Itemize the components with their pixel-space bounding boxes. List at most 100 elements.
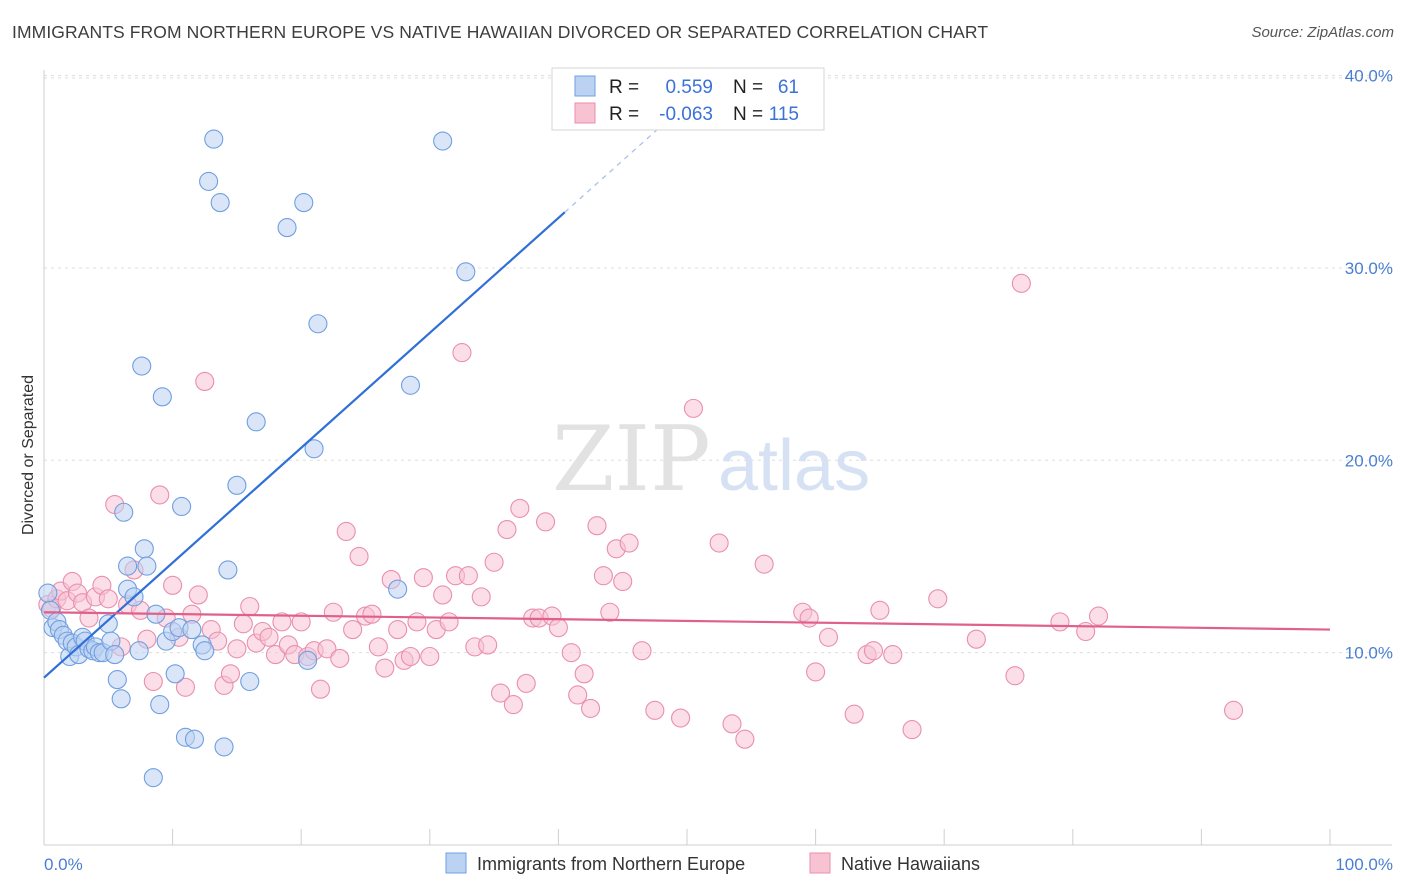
- data-point-native-hawaiians: [1050, 612, 1070, 632]
- data-point-native-hawaiians: [818, 627, 839, 647]
- data-point-native-hawaiians: [510, 498, 530, 518]
- data-point-native-hawaiians: [593, 566, 613, 586]
- data-point-native-hawaiians: [574, 664, 594, 684]
- series-legend: Immigrants from Northern Europe Native H…: [445, 852, 980, 874]
- data-point-native-hawaiians: [754, 554, 774, 574]
- grid-lines: [44, 75, 1392, 654]
- data-point-native-hawaiians: [220, 664, 241, 684]
- data-point-native-hawaiians: [98, 589, 118, 609]
- data-point-native-hawaiians: [632, 641, 652, 661]
- data-point-native-hawaiians: [928, 589, 948, 609]
- data-point-native-hawaiians: [966, 629, 986, 649]
- data-point-native-hawaiians: [619, 533, 639, 553]
- data-point-native-hawaiians: [1011, 273, 1031, 293]
- data-point-northern-europe: [107, 670, 127, 690]
- y-tick-label: 30.0%: [1345, 259, 1393, 278]
- data-point-native-hawaiians: [863, 641, 884, 661]
- data-point-northern-europe: [118, 556, 138, 576]
- trend-line-native-hawaiians: [43, 611, 1331, 631]
- data-point-native-hawaiians: [240, 596, 260, 617]
- watermark: ZIP atlas: [552, 407, 870, 512]
- data-point-native-hawaiians: [439, 612, 459, 632]
- data-point-northern-europe: [304, 439, 324, 459]
- data-point-native-hawaiians: [645, 700, 665, 720]
- legend-label-native-hawaiians: Native Hawaiians: [841, 854, 980, 874]
- trend-line-northern-europe: [43, 211, 566, 679]
- trend-lines: [43, 123, 1331, 679]
- data-point-native-hawaiians: [497, 520, 517, 540]
- data-point-native-hawaiians: [362, 604, 382, 624]
- data-point-northern-europe: [294, 193, 314, 213]
- data-point-native-hawaiians: [902, 720, 922, 740]
- data-point-northern-europe: [433, 131, 453, 151]
- stats-legend: R = 0.559 N = 61 R = -0.063 N = 115: [551, 67, 825, 131]
- stats-legend-swatch-pink: [574, 102, 596, 124]
- data-point-native-hawaiians: [259, 627, 279, 647]
- data-point-native-hawaiians: [548, 618, 568, 638]
- data-point-native-hawaiians: [400, 646, 421, 667]
- y-tick-label: 10.0%: [1345, 644, 1393, 663]
- data-point-native-hawaiians: [806, 662, 826, 682]
- data-point-native-hawaiians: [349, 546, 369, 567]
- data-point-native-hawaiians: [613, 571, 633, 592]
- data-point-native-hawaiians: [368, 637, 388, 657]
- stats-legend-box: [551, 67, 825, 131]
- data-point-native-hawaiians: [175, 677, 196, 697]
- data-point-native-hawaiians: [561, 643, 581, 663]
- y-tick-label: 40.0%: [1345, 67, 1393, 86]
- data-point-northern-europe: [214, 737, 234, 757]
- data-point-native-hawaiians: [163, 575, 183, 595]
- northern-europe-points: [38, 129, 476, 788]
- stats-r-label-pink: R =: [609, 104, 639, 125]
- y-tick-labels: 10.0% 20.0% 30.0% 40.0%: [1345, 67, 1393, 663]
- data-point-native-hawaiians: [844, 704, 864, 724]
- stats-n-label-blue: N =: [733, 77, 763, 98]
- data-point-northern-europe: [308, 314, 328, 334]
- stats-legend-swatch-blue: [574, 75, 596, 97]
- data-point-northern-europe: [105, 645, 125, 665]
- data-point-northern-europe: [240, 671, 260, 692]
- data-point-native-hawaiians: [568, 685, 588, 705]
- data-point-native-hawaiians: [600, 602, 620, 622]
- data-point-native-hawaiians: [1005, 666, 1025, 686]
- data-point-northern-europe: [98, 614, 118, 634]
- stats-n-value-blue: 61: [778, 77, 799, 98]
- data-point-native-hawaiians: [143, 671, 163, 692]
- data-point-northern-europe: [199, 171, 219, 191]
- x-tick-label-min: 0.0%: [44, 855, 83, 874]
- data-point-native-hawaiians: [343, 620, 363, 640]
- data-point-northern-europe: [277, 218, 297, 238]
- data-point-native-hawaiians: [722, 714, 742, 734]
- stats-n-label-pink: N =: [733, 104, 763, 125]
- data-point-native-hawaiians: [709, 533, 729, 553]
- data-point-northern-europe: [134, 539, 154, 559]
- y-axis-title: Divorced or Separated: [20, 375, 37, 535]
- data-point-northern-europe: [227, 475, 247, 495]
- data-point-native-hawaiians: [1224, 700, 1244, 720]
- data-point-native-hawaiians: [323, 602, 343, 622]
- data-point-northern-europe: [150, 695, 170, 715]
- data-point-northern-europe: [143, 768, 163, 788]
- data-point-native-hawaiians: [580, 698, 601, 718]
- chart-title: IMMIGRANTS FROM NORTHERN EUROPE VS NATIV…: [12, 22, 989, 42]
- data-point-native-hawaiians: [188, 585, 208, 605]
- data-point-northern-europe: [298, 650, 318, 670]
- data-point-northern-europe: [456, 262, 476, 282]
- data-point-native-hawaiians: [310, 679, 331, 699]
- data-point-native-hawaiians: [388, 620, 408, 640]
- data-point-northern-europe: [111, 689, 131, 709]
- data-point-northern-europe: [114, 502, 134, 522]
- data-point-northern-europe: [218, 560, 238, 580]
- data-point-native-hawaiians: [433, 585, 453, 605]
- data-point-native-hawaiians: [471, 587, 491, 607]
- data-point-native-hawaiians: [883, 645, 903, 665]
- watermark-atlas: atlas: [718, 426, 870, 506]
- data-point-northern-europe: [132, 356, 152, 376]
- data-point-northern-europe: [388, 579, 408, 599]
- data-point-native-hawaiians: [490, 683, 511, 703]
- data-point-native-hawaiians: [535, 512, 556, 532]
- data-point-native-hawaiians: [799, 608, 819, 628]
- data-point-northern-europe: [165, 664, 185, 684]
- data-point-northern-europe: [246, 412, 266, 432]
